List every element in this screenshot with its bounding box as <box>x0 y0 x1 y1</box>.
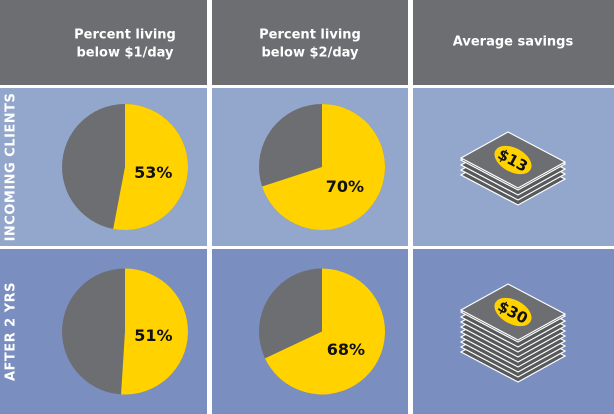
pie-label: 51% <box>134 326 172 345</box>
header-cell <box>212 0 408 85</box>
bill-coin <box>494 145 532 175</box>
header-cell <box>413 0 614 85</box>
header-text: Percent living <box>74 28 176 43</box>
pie-slice <box>121 268 189 395</box>
pie-label: 53% <box>134 163 172 182</box>
header-text: Percent living <box>259 28 361 43</box>
pie-slice <box>264 268 386 395</box>
pie-slice <box>262 104 385 230</box>
row-label: INCOMING CLIENTS <box>4 93 19 242</box>
row-label: AFTER 2 YRS <box>4 282 19 381</box>
bill-coin <box>494 297 532 327</box>
bill-stack <box>459 283 567 383</box>
pie-label: 68% <box>327 340 365 359</box>
header-text: below $1/day <box>76 46 174 61</box>
header-cell <box>0 0 207 85</box>
pie-slice <box>113 104 189 230</box>
pie-label: 70% <box>326 177 364 196</box>
header-text: below $2/day <box>261 46 359 61</box>
header-text: Average savings <box>453 35 574 50</box>
bill-stack <box>459 131 567 206</box>
